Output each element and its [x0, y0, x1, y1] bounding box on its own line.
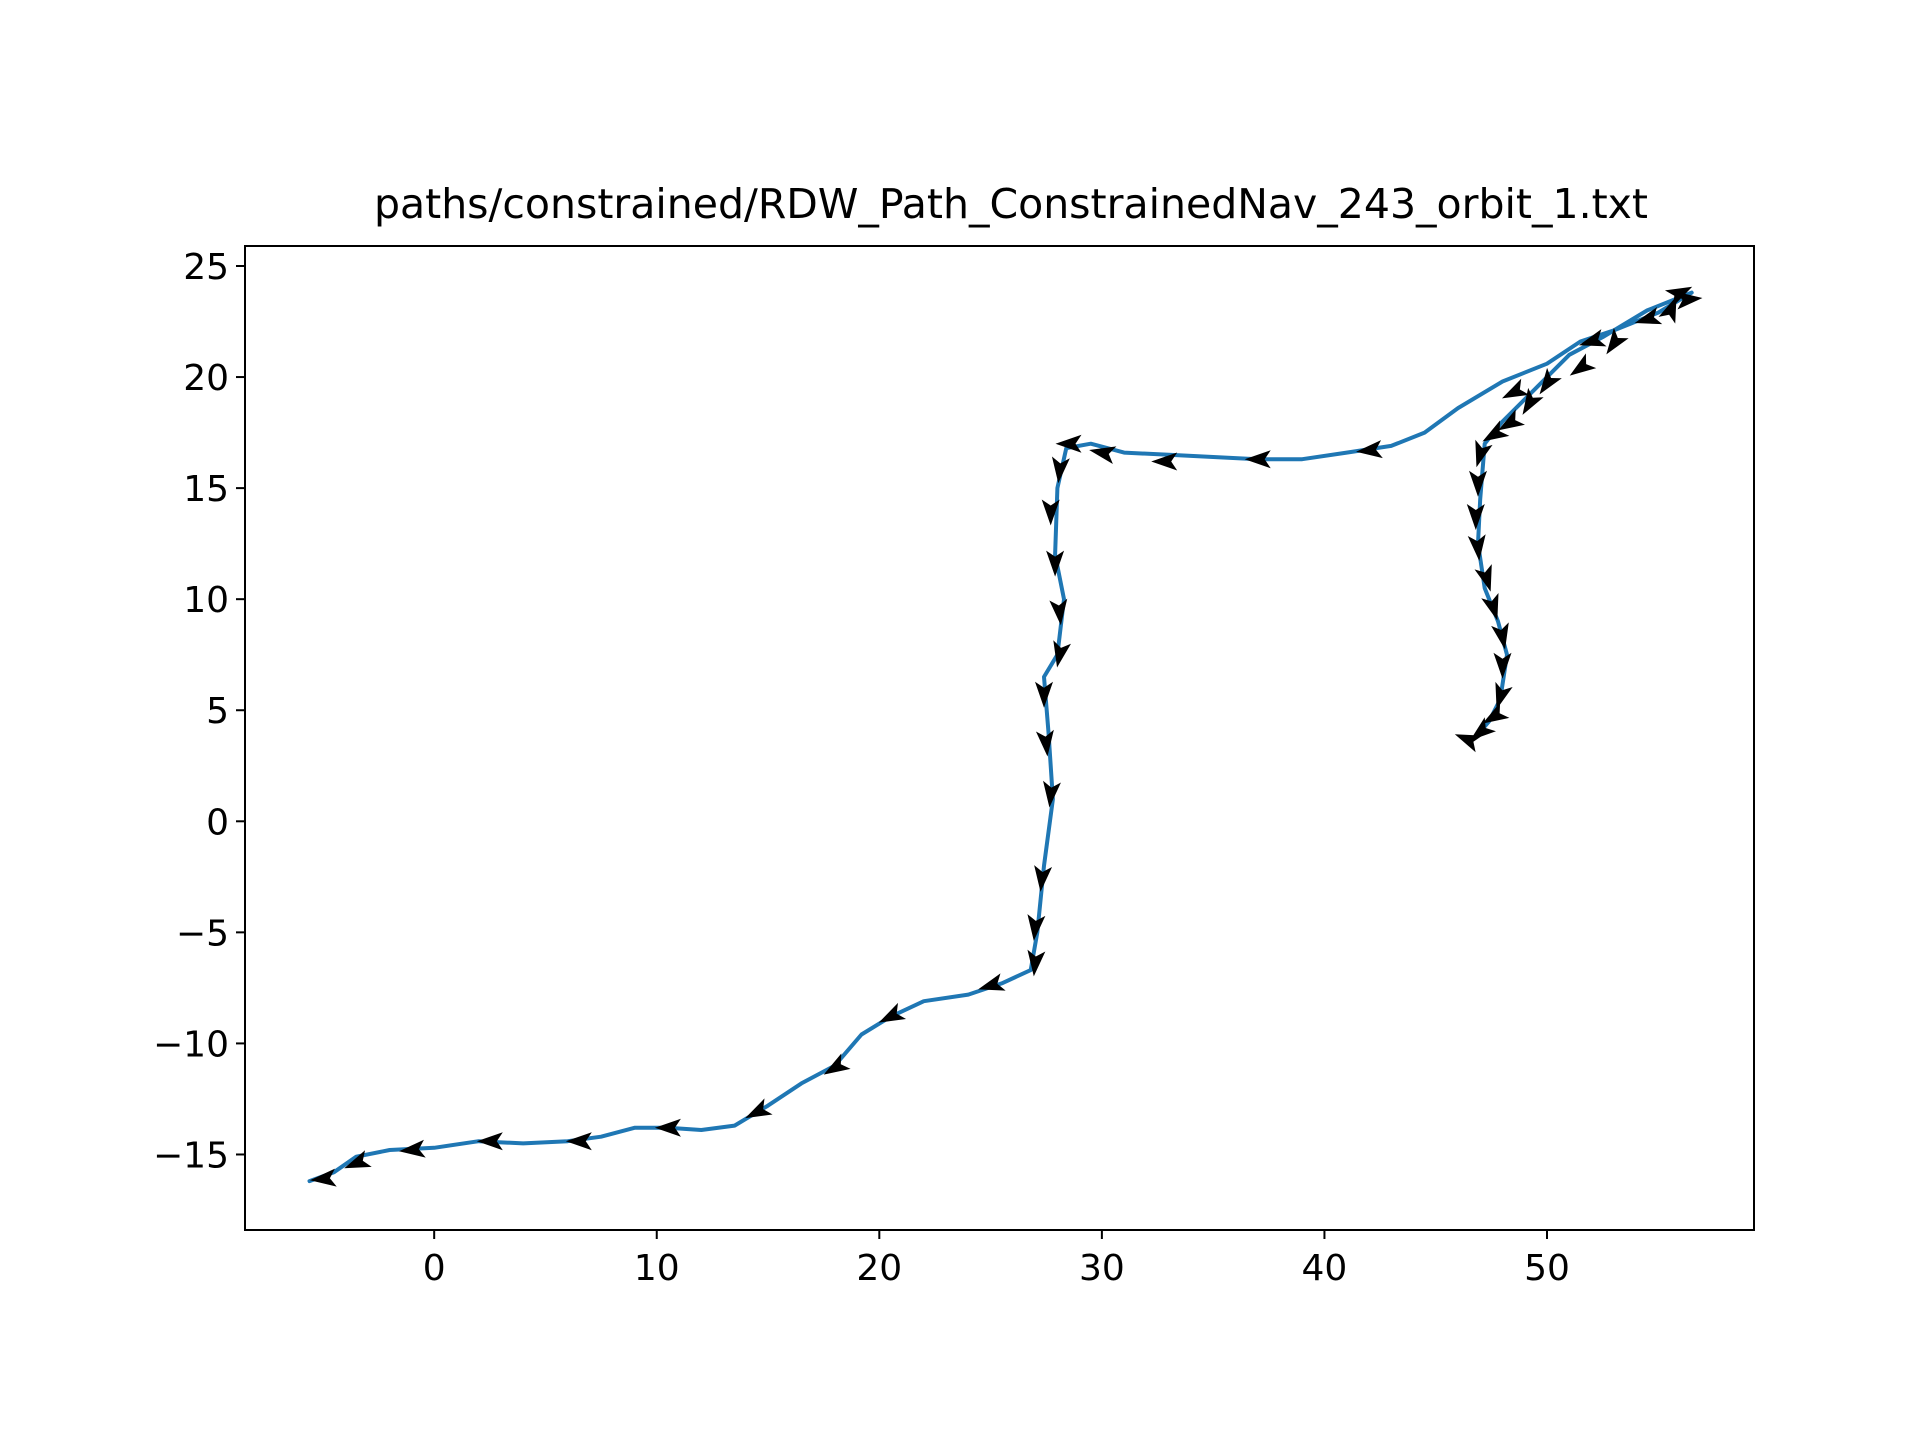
- direction-arrow: [1151, 452, 1178, 471]
- direction-arrow: [1034, 865, 1053, 892]
- direction-arrow: [1491, 622, 1509, 650]
- y-tick-label: −10: [153, 1024, 229, 1065]
- direction-arrow: [1474, 564, 1492, 592]
- direction-arrow: [1606, 327, 1629, 355]
- direction-arrow: [309, 1168, 337, 1187]
- direction-arrow: [1522, 387, 1544, 415]
- y-tick-label: −15: [153, 1135, 229, 1176]
- direction-arrow: [745, 1098, 773, 1119]
- y-tick-label: −5: [176, 913, 229, 954]
- axes: 0 10 20 30 40 50 −15 −10 −5 0 5 10 15 20 25: [153, 247, 1570, 1289]
- direction-arrow: [823, 1053, 851, 1075]
- direction-arrow: [1049, 598, 1068, 626]
- direction-arrow: [878, 1002, 907, 1023]
- y-tick-label: 10: [183, 580, 229, 621]
- x-tick-label: 10: [634, 1248, 680, 1289]
- direction-arrow: [1244, 450, 1271, 469]
- direction-arrow: [1475, 439, 1493, 468]
- y-tick-label: 15: [183, 469, 229, 510]
- direction-arrow: [1481, 593, 1499, 621]
- direction-arrow: [1658, 296, 1677, 324]
- x-tick-label: 40: [1302, 1248, 1348, 1289]
- path-line: [307, 290, 1694, 1184]
- direction-arrow: [1467, 534, 1486, 562]
- direction-arrow: [1035, 681, 1053, 708]
- direction-arrow: [1043, 780, 1061, 808]
- direction-arrow: [1501, 378, 1530, 399]
- direction-arrow: [398, 1139, 426, 1158]
- direction-arrow: [1035, 729, 1054, 757]
- direction-arrow: [1495, 681, 1513, 710]
- direction-arrow: [1089, 446, 1117, 464]
- direction-arrow: [1469, 470, 1487, 497]
- direction-arrow: [1356, 440, 1383, 459]
- y-tick-label: 5: [206, 691, 229, 732]
- direction-arrow: [654, 1118, 681, 1137]
- direction-arrow: [1493, 652, 1512, 679]
- direction-arrow: [1466, 504, 1485, 530]
- y-tick-label: 0: [206, 802, 229, 843]
- direction-arrow: [1454, 734, 1483, 753]
- direction-arrow: [1634, 306, 1663, 325]
- direction-arrow: [344, 1150, 372, 1169]
- direction-arrow: [1482, 702, 1510, 724]
- direction-arrow: [1027, 914, 1046, 941]
- direction-arrow: [1053, 640, 1071, 668]
- x-tick-label: 20: [856, 1248, 902, 1289]
- direction-arrow: [1539, 367, 1562, 395]
- x-tick-label: 30: [1079, 1248, 1125, 1289]
- plot-frame: [244, 245, 1755, 1231]
- direction-arrow: [1569, 353, 1597, 376]
- x-tick-label: 0: [423, 1248, 446, 1289]
- direction-arrow: [565, 1132, 592, 1151]
- direction-arrow: [1051, 456, 1070, 484]
- direction-arrow: [1579, 329, 1607, 347]
- x-tick-label: 50: [1524, 1248, 1570, 1289]
- direction-arrow: [1470, 717, 1496, 741]
- plot-area: [307, 286, 1703, 1187]
- y-tick-label: 20: [183, 358, 229, 399]
- direction-arrow: [978, 973, 1006, 991]
- direction-arrow: [1498, 409, 1525, 431]
- direction-arrow: [1027, 949, 1046, 977]
- direction-arrow: [1041, 499, 1060, 526]
- direction-arrow: [1055, 434, 1082, 453]
- direction-arrow: [1664, 286, 1693, 307]
- direction-arrow: [1046, 550, 1065, 577]
- y-tick-label: 25: [183, 247, 229, 288]
- chart-title: paths/constrained/RDW_Path_ConstrainedNa…: [374, 180, 1648, 228]
- direction-arrow: [1482, 420, 1510, 442]
- direction-arrow: [476, 1132, 503, 1151]
